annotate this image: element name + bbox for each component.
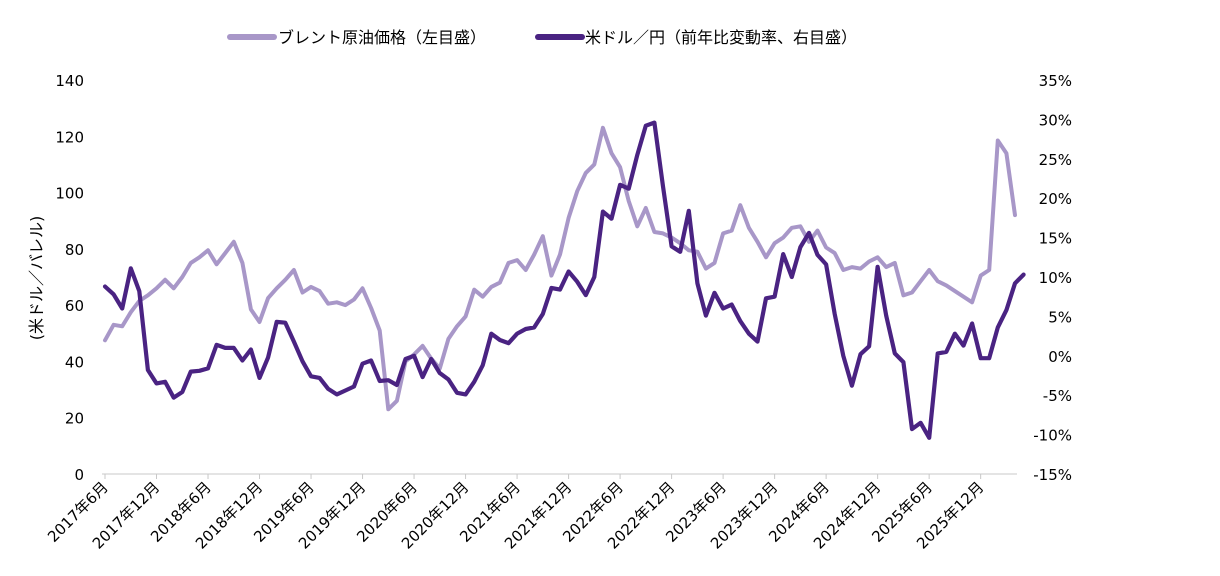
left-tick-label: 40	[65, 353, 84, 371]
x-axis-ticks	[104, 474, 982, 479]
right-tick-label: 10%	[1039, 269, 1072, 287]
right-tick-label: 25%	[1039, 151, 1072, 169]
right-tick-label: 35%	[1039, 72, 1072, 90]
legend-label-usdjpy: 米ドル／円（前年比変動率、右目盛）	[585, 28, 857, 47]
legend: ブレント原油価格（左目盛） 米ドル／円（前年比変動率、右目盛）	[227, 28, 857, 47]
left-tick-label: 60	[65, 297, 84, 315]
left-tick-label: 20	[65, 410, 84, 428]
series-line-usdjpy	[102, 120, 1026, 440]
right-tick-label: 20%	[1039, 190, 1072, 208]
right-tick-label: -10%	[1033, 427, 1072, 445]
legend-label-brent: ブレント原油価格（左目盛）	[278, 28, 486, 47]
right-tick-label: -5%	[1043, 387, 1072, 405]
right-tick-label: 0%	[1048, 348, 1072, 366]
left-tick-label: 100	[55, 185, 84, 203]
left-tick-label: 140	[55, 72, 84, 90]
left-tick-label: 0	[74, 466, 84, 484]
left-axis-ticks: 0 20 40 60 80 100 120 140	[55, 72, 84, 484]
series-lines	[102, 120, 1026, 440]
x-axis-labels: 2017年6月2017年12月2018年6月2018年12月2019年6月201…	[44, 478, 987, 552]
left-axis-title: (米ドル／バレル)	[27, 216, 46, 341]
right-tick-label: 15%	[1039, 230, 1072, 248]
series-line-brent	[103, 125, 1017, 412]
right-tick-label: -15%	[1033, 466, 1072, 484]
right-tick-label: 5%	[1048, 308, 1072, 326]
right-axis-ticks: -15% -10% -5% 0% 5% 10% 15% 20% 25% 30% 35%	[1033, 72, 1072, 484]
left-tick-label: 120	[55, 128, 84, 146]
right-tick-label: 30%	[1039, 111, 1072, 129]
left-tick-label: 80	[65, 241, 84, 259]
